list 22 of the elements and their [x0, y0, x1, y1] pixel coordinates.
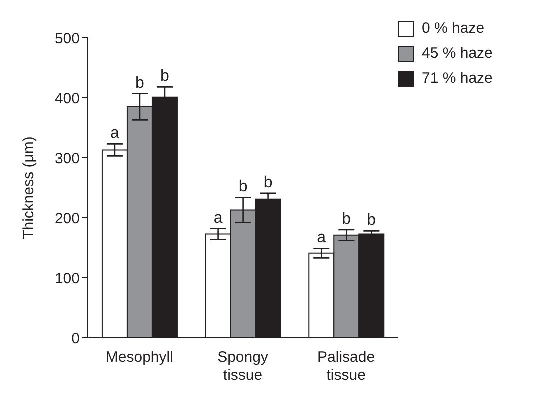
y-axis-title: Thickness (μm) [20, 136, 38, 240]
y-tick-label: 300 [54, 150, 80, 168]
y-tick-label: 200 [54, 210, 80, 228]
data-label: b [342, 211, 352, 228]
data-label: b [136, 74, 145, 92]
data-label: a [317, 230, 326, 247]
y-tick-label: 0 [72, 330, 80, 348]
y-tick-label: 100 [54, 270, 80, 288]
legend-label: 71 % haze [422, 69, 493, 89]
data-label: a [110, 125, 120, 142]
x-tick-label: Palisade tissue [318, 349, 376, 384]
data-label: b [367, 212, 376, 230]
y-tick-label: 500 [54, 30, 80, 48]
data-label: b [264, 174, 273, 192]
data-label: a [214, 210, 223, 227]
legend-label: 0 % haze [422, 19, 485, 39]
data-label: b [160, 68, 170, 86]
legend-label: 45 % haze [422, 44, 493, 64]
data-label: b [238, 178, 248, 196]
y-tick-label: 400 [54, 90, 80, 108]
x-tick-label: Spongy tissue [218, 349, 269, 384]
x-tick-label: Mesophyll [106, 349, 174, 366]
